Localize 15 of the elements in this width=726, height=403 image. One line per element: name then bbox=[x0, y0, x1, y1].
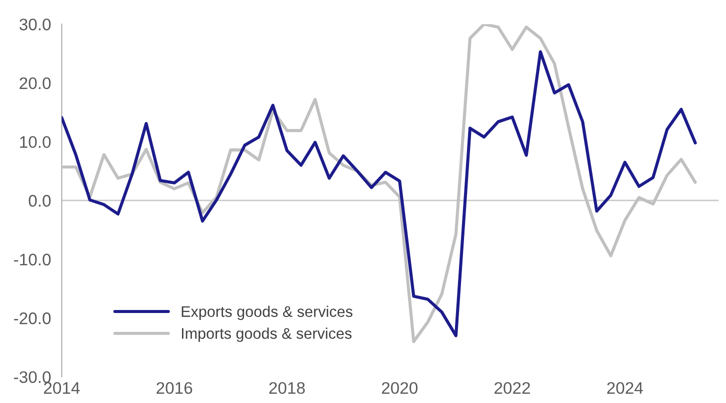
y-tick-label: 0.0 bbox=[28, 194, 51, 207]
legend-label: Imports goods & services bbox=[182, 328, 352, 342]
y-tick-label: -10.0 bbox=[14, 254, 51, 266]
x-tick-label: 2018 bbox=[269, 382, 305, 394]
y-tick-label: 30.0 bbox=[19, 18, 51, 30]
x-tick-label: 2022 bbox=[494, 382, 530, 394]
x-tick-label: 2016 bbox=[156, 382, 192, 394]
y-tick-label: -30.0 bbox=[14, 371, 51, 384]
x-tick-label: 2024 bbox=[607, 382, 643, 394]
y-tick-label: -20.0 bbox=[14, 312, 51, 324]
y-tick-label: 20.0 bbox=[20, 77, 51, 90]
x-tick-label: 2014 bbox=[44, 382, 80, 394]
x-tick-label: 2020 bbox=[382, 382, 418, 394]
legend-label: Exports goods & services bbox=[182, 306, 352, 320]
y-tick-label: 10.0 bbox=[20, 136, 51, 148]
